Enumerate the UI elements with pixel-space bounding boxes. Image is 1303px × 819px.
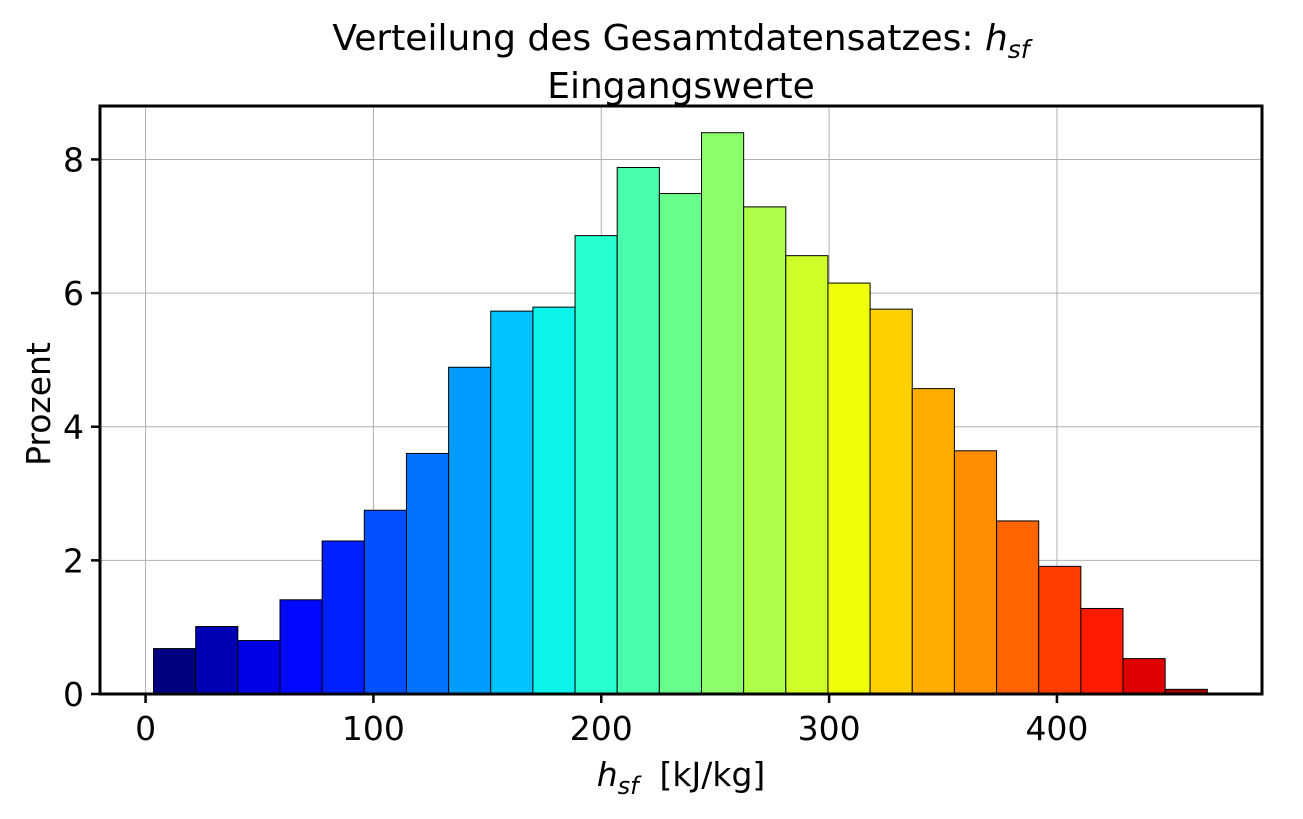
histogram-bar [743, 206, 787, 695]
histogram-bar [827, 282, 871, 695]
histogram-bar [1038, 565, 1082, 695]
chart-title: Verteilung des Gesamtdatensatzes: hsf [332, 18, 1032, 64]
y-tick-label: 0 [63, 675, 84, 714]
y-tick-label: 4 [63, 408, 84, 447]
histogram-bar [1122, 658, 1166, 695]
histogram-bar [321, 540, 365, 695]
y-tick-label: 6 [63, 274, 84, 313]
histogram-bars [153, 132, 1208, 695]
x-axis-ticks: 0 100 200 300 400 [135, 694, 1088, 748]
plot-frame [98, 104, 1264, 696]
x-axis-label: hsf [kJ/kg] [597, 755, 766, 800]
histogram-bar [953, 450, 998, 695]
histogram-bar [911, 388, 955, 695]
histogram-bar [195, 626, 239, 695]
y-tick-label: 8 [63, 140, 84, 179]
chart-subtitle: Eingangswerte [547, 66, 815, 107]
x-tick-label: 200 [570, 709, 633, 748]
histogram-bar [1080, 607, 1124, 695]
histogram-bar [616, 166, 660, 695]
x-tick-label: 100 [342, 709, 405, 748]
histogram-bar [996, 520, 1040, 695]
histogram-bar [658, 193, 703, 695]
histogram-bar [869, 308, 913, 695]
histogram-bar [785, 255, 829, 695]
y-axis-label: Prozent [19, 342, 58, 466]
histogram-bar [574, 235, 618, 695]
histogram-bar [490, 310, 534, 695]
histogram-bar [405, 452, 450, 695]
histogram-bar [532, 306, 576, 695]
x-tick-label: 0 [135, 709, 156, 748]
histogram-bar [153, 648, 197, 695]
histogram-bar [363, 509, 407, 695]
histogram-bar [448, 366, 492, 695]
x-tick-label: 300 [798, 709, 861, 748]
histogram-bar [237, 640, 281, 695]
x-tick-label: 400 [1025, 709, 1088, 748]
y-axis-ticks: 0 2 4 6 8 [63, 140, 100, 714]
histogram-bar [279, 599, 323, 695]
y-tick-label: 2 [63, 541, 84, 580]
histogram-bar [701, 132, 745, 695]
